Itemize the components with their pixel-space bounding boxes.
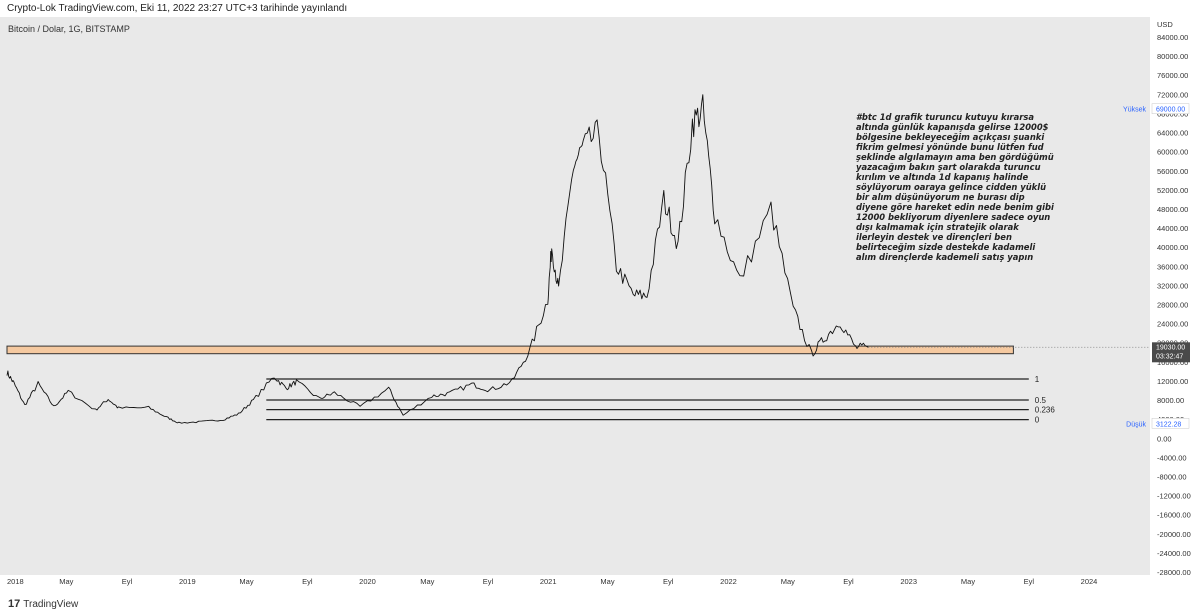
low-label-tag: Düşük [1126,421,1146,428]
page-header: Crypto-Lok TradingView.com, Eki 11, 2022… [7,3,348,14]
y-tick-label: 48000.00 [1157,205,1188,214]
y-tick-label: -8000.00 [1157,473,1187,482]
plot-background [0,17,1150,575]
x-tick-label: 2020 [359,577,376,586]
y-tick-label: 56000.00 [1157,167,1188,176]
x-axis-ticks: 2018 May Eyl 2019 May Eyl 2020 May Eyl 2021 May Eyl… [7,577,1097,586]
y-tick-label: 80000.00 [1157,52,1188,61]
x-tick-label: 2022 [720,577,737,586]
chart-title: Bitcoin / Dolar, 1G, BITSTAMP [8,24,130,34]
x-tick-label: 2018 [7,577,24,586]
x-tick-label: 2021 [540,577,557,586]
y-tick-label: 12000.00 [1157,377,1188,386]
y-tick-label: 84000.00 [1157,33,1188,42]
high-value-tag: 69000.00 [1156,107,1185,114]
y-tick-label: 60000.00 [1157,148,1188,157]
support-box [6,345,1014,355]
last-price-countdown: 03:32:47 [1156,353,1183,360]
y-tick-label: 76000.00 [1157,71,1188,80]
y-tick-label: 36000.00 [1157,262,1188,271]
x-tick-label: May [59,577,73,586]
last-price-tag-box [1152,342,1190,363]
footer-brand[interactable]: 17 TradingView [8,598,78,610]
y-tick-label: 72000.00 [1157,90,1188,99]
x-tick-label: Eyl [663,577,674,586]
y-tick-label: 0.00 [1157,434,1172,443]
y-tick-label: 28000.00 [1157,301,1188,310]
x-tick-label: Eyl [302,577,313,586]
y-tick-label: -24000.00 [1157,549,1191,558]
x-tick-label: Eyl [483,577,494,586]
x-tick-label: May [781,577,795,586]
y-tick-label: -20000.00 [1157,530,1191,539]
x-tick-label: Eyl [1024,577,1035,586]
fib-level-label: 0 [1035,416,1040,425]
currency-label: USD [1157,20,1173,29]
brand-name: TradingView [23,599,79,610]
x-tick-label: 2019 [179,577,196,586]
fib-level-label: 0.5 [1035,396,1047,405]
y-tick-label: 8000.00 [1157,396,1184,405]
x-tick-label: May [420,577,434,586]
time-axis-background[interactable] [0,575,1150,593]
y-tick-label: -16000.00 [1157,511,1191,520]
high-value-tag-box [1151,103,1190,114]
y-tick-label: -4000.00 [1157,453,1187,462]
support-box-layer [6,345,1014,355]
price-series-line [6,94,869,424]
high-label-tag: Yüksek [1123,107,1146,114]
y-tick-label: 44000.00 [1157,224,1188,233]
y-tick-label: 64000.00 [1157,129,1188,138]
price-tags: 69000.00 Yüksek 3122.28 Düşük 19030.00 03:32:… [1123,103,1190,429]
y-tick-label: 24000.00 [1157,320,1188,329]
y-axis-ticks: 84000.0080000.0076000.0072000.0068000.00… [1157,33,1191,577]
x-tick-label: May [961,577,975,586]
y-tick-label: 52000.00 [1157,186,1188,195]
x-tick-label: May [239,577,253,586]
last-price-value: 19030.00 [1156,344,1185,351]
y-tick-label: -28000.00 [1157,568,1191,577]
x-tick-label: 2023 [900,577,917,586]
x-tick-label: May [600,577,614,586]
fib-level-label: 0.236 [1035,406,1056,415]
tradingview-logo-icon: 17 [8,598,21,610]
low-value-tag-box [1151,418,1190,429]
price-series-layer [6,94,869,424]
y-tick-label: 32000.00 [1157,281,1188,290]
x-tick-label: Eyl [122,577,133,586]
x-tick-label: 2024 [1081,577,1098,586]
fib-level-label: 1 [1035,375,1040,384]
y-tick-label: -12000.00 [1157,492,1191,501]
y-tick-label: 40000.00 [1157,243,1188,252]
low-value-tag: 3122.28 [1156,421,1181,428]
annotation-text: #btc 1d grafik turuncu kutuyu kırarsa al… [856,112,1054,262]
x-tick-label: Eyl [843,577,854,586]
